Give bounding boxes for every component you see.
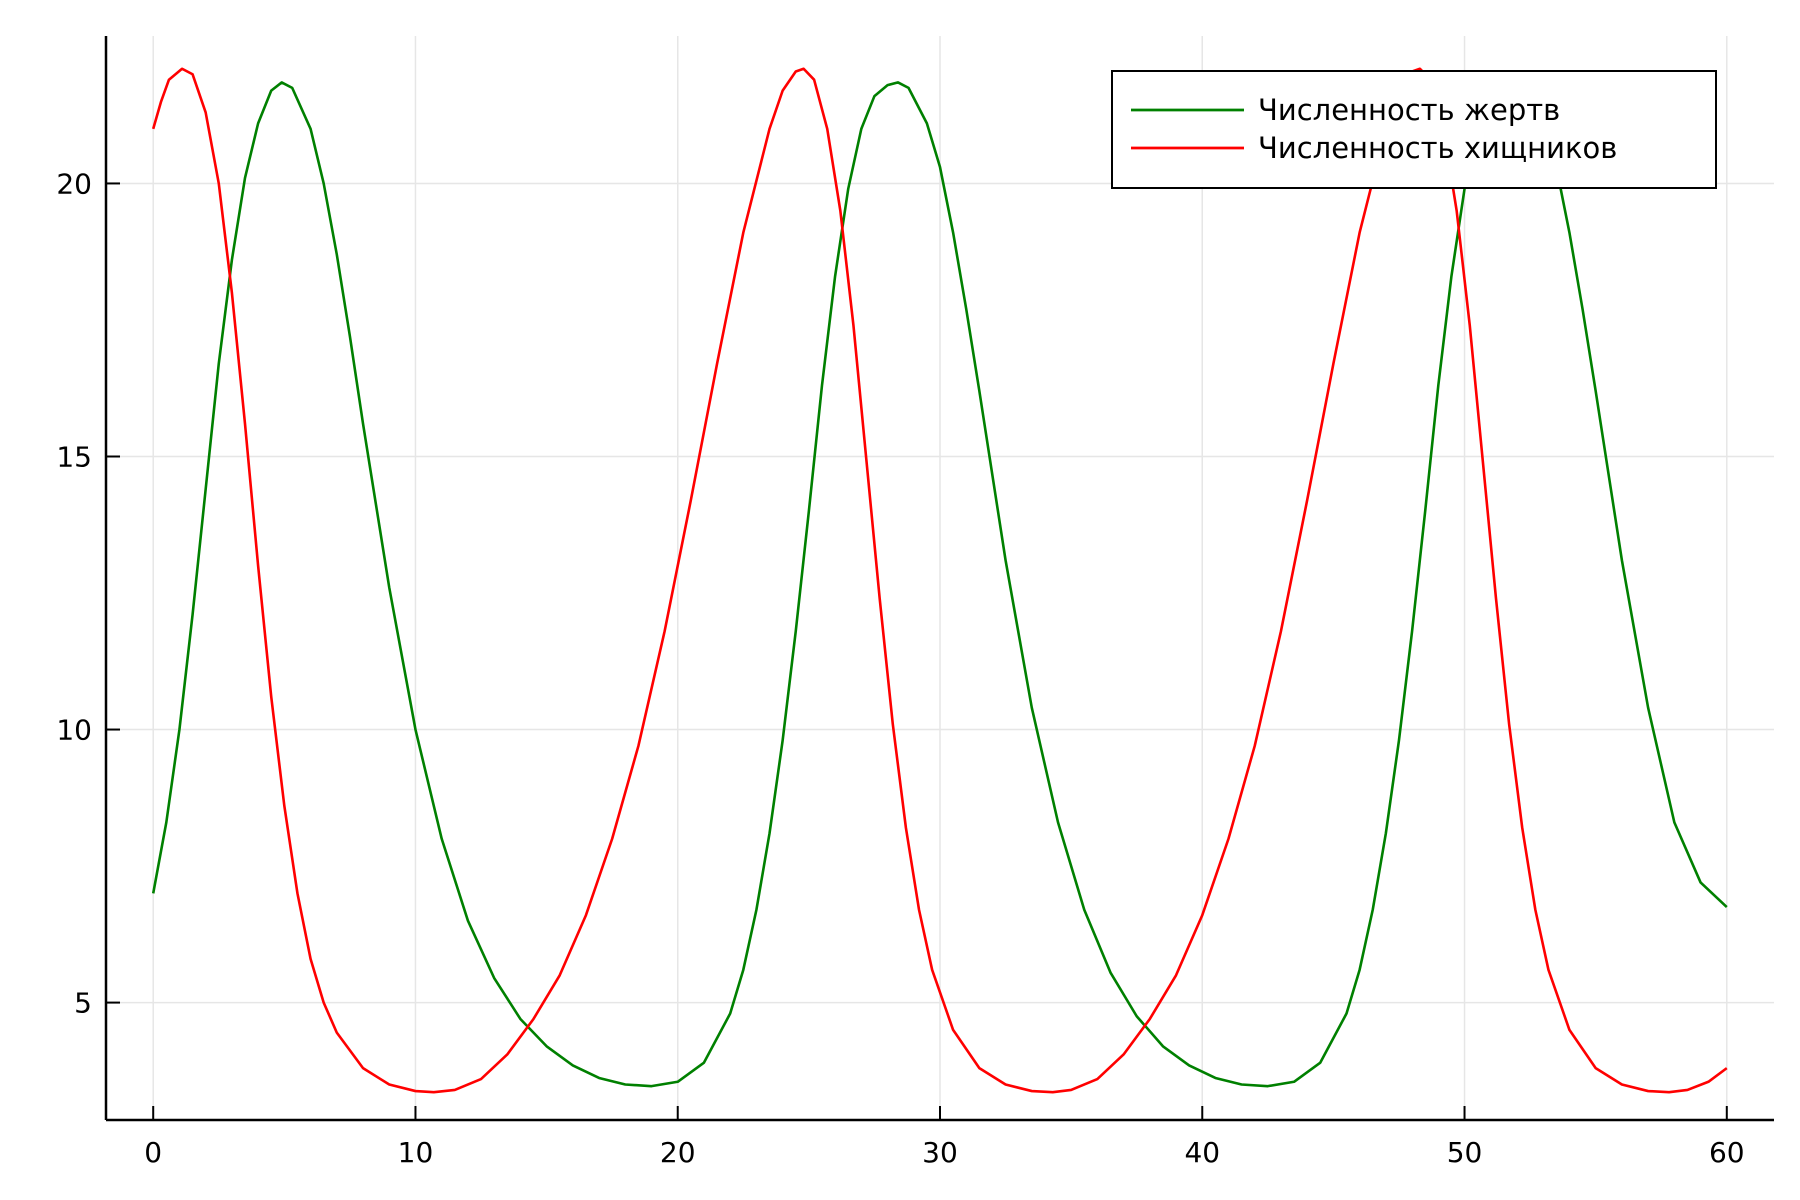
legend-label-0: Численность жертв bbox=[1258, 93, 1560, 127]
y-tick-label-0: 5 bbox=[74, 987, 92, 1020]
y-axis-ticks: 5 10 15 20 bbox=[56, 167, 120, 1020]
y-tick-label-2: 15 bbox=[56, 440, 92, 473]
y-tick-label-3: 20 bbox=[56, 167, 92, 200]
x-tick-label-5: 50 bbox=[1447, 1136, 1483, 1169]
x-axis-ticks: 0 10 20 30 40 50 60 bbox=[144, 1106, 1745, 1169]
x-tick-label-1: 10 bbox=[398, 1136, 434, 1169]
x-tick-label-3: 30 bbox=[922, 1136, 958, 1169]
x-tick-label-4: 40 bbox=[1184, 1136, 1220, 1169]
series-line-1 bbox=[151, 67, 1728, 1094]
legend-label-1: Численность хищников bbox=[1258, 131, 1617, 165]
x-tick-label-0: 0 bbox=[144, 1136, 162, 1169]
legend-entries: Численность жертв Численность хищников bbox=[1131, 93, 1617, 165]
legend-box bbox=[1111, 70, 1717, 189]
legend: Численность жертв Численность хищников bbox=[1111, 70, 1717, 189]
y-tick-label-1: 10 bbox=[56, 714, 92, 747]
x-tick-label-6: 60 bbox=[1709, 1136, 1745, 1169]
x-tick-label-2: 20 bbox=[660, 1136, 696, 1169]
